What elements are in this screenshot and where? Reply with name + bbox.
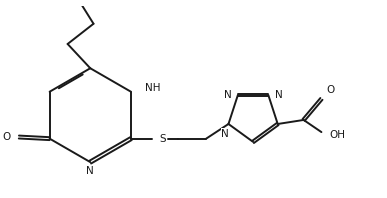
Text: N: N — [86, 166, 94, 176]
Text: OH: OH — [329, 129, 346, 140]
Text: N: N — [224, 90, 231, 100]
Text: O: O — [326, 85, 334, 95]
Text: N: N — [221, 129, 229, 139]
Text: N: N — [275, 90, 283, 100]
Text: NH: NH — [146, 83, 161, 93]
Text: S: S — [159, 134, 166, 144]
Text: O: O — [3, 132, 11, 142]
